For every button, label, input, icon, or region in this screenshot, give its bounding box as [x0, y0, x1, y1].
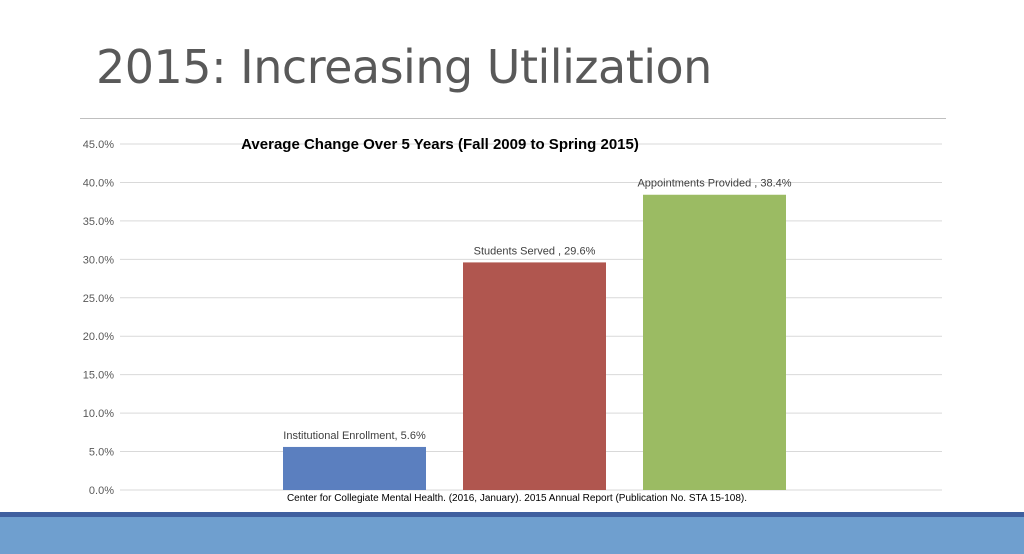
title-divider: [80, 118, 946, 119]
y-tick-label: 25.0%: [83, 293, 114, 305]
y-tick-label: 40.0%: [83, 177, 114, 189]
slide-title: 2015: Increasing Utilization: [96, 40, 712, 94]
y-tick-label: 35.0%: [83, 216, 114, 228]
footer-accent-line: [0, 512, 1024, 517]
y-tick-label: 30.0%: [83, 254, 114, 266]
bar-chart: 0.0% 5.0% 10.0% 15.0% 20.0% 25.0% 30.0% 35.0% 40…: [83, 136, 942, 504]
chart-title: Average Change Over 5 Years (Fall 2009 t…: [241, 136, 639, 153]
y-tick-label: 45.0%: [83, 139, 114, 151]
y-tick-label: 15.0%: [83, 370, 114, 382]
y-tick-label: 20.0%: [83, 331, 114, 343]
data-label-appointments-provided: Appointments Provided , 38.4%: [637, 178, 791, 190]
bar-students-served: [463, 262, 606, 490]
bar-appointments-provided: [643, 194, 786, 490]
bar-institutional-enrollment: [283, 446, 426, 490]
data-label-institutional-enrollment: Institutional Enrollment, 5.6%: [283, 430, 426, 442]
y-tick-label: 10.0%: [83, 408, 114, 420]
data-label-students-served: Students Served , 29.6%: [474, 245, 596, 257]
source-note: Center for Collegiate Mental Health. (20…: [287, 493, 747, 504]
footer-band: [0, 517, 1024, 554]
y-tick-label: 0.0%: [89, 485, 114, 497]
y-tick-label: 5.0%: [89, 447, 114, 459]
